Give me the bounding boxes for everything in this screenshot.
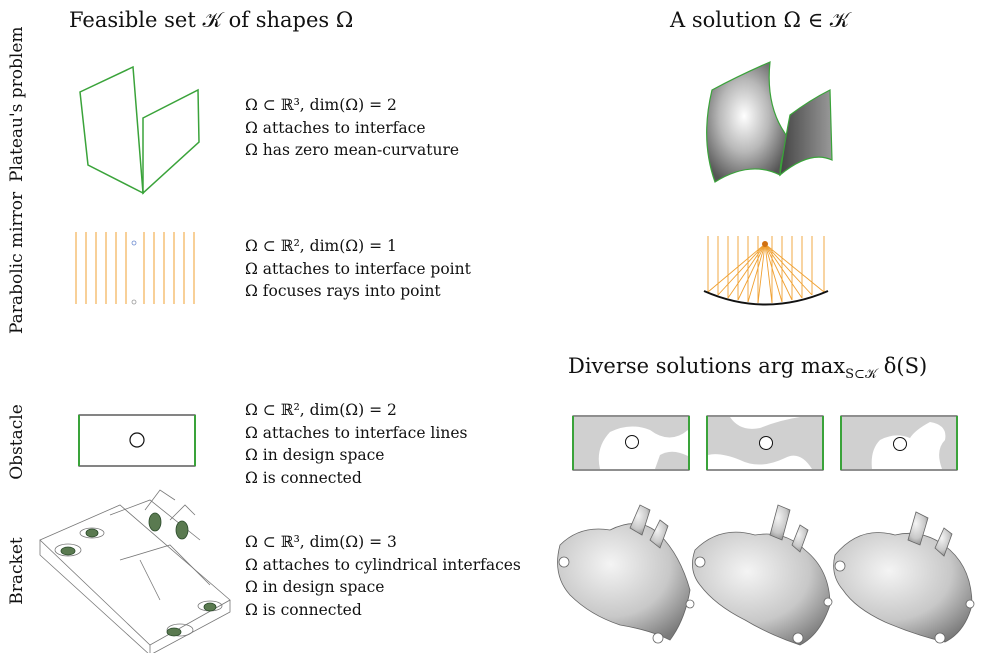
obstacle-solution-3: [840, 415, 958, 471]
desc-line: Ω is connected: [245, 600, 362, 619]
mirror-description: Ω ⊂ ℝ², dim(Ω) = 1 Ω attaches to interfa…: [245, 235, 471, 303]
desc-line: Ω attaches to interface lines: [245, 423, 468, 442]
bracket-description: Ω ⊂ ℝ³, dim(Ω) = 3 Ω attaches to cylindr…: [245, 531, 521, 621]
obstacle-solution-2: [706, 415, 824, 471]
plateau-description: Ω ⊂ ℝ³, dim(Ω) = 2 Ω attaches to interfa…: [245, 94, 459, 162]
desc-line: Ω ⊂ ℝ², dim(Ω) = 2: [245, 401, 397, 419]
desc-line: Ω ⊂ ℝ², dim(Ω) = 1: [245, 237, 397, 255]
diverse-subscript: S⊂𝒦: [845, 367, 878, 383]
desc-line: Ω attaches to cylindrical interfaces: [245, 555, 521, 574]
desc-line: Ω in design space: [245, 446, 385, 464]
diverse-solutions-header: Diverse solutions arg maxS⊂𝒦 δ(S): [568, 354, 927, 382]
desc-line: Ω is connected: [245, 468, 362, 487]
desc-line: Ω ⊂ ℝ³, dim(Ω) = 2: [245, 96, 397, 114]
solution-header: A solution Ω ∈ 𝒦: [670, 8, 850, 32]
obstacle-description: Ω ⊂ ℝ², dim(Ω) = 2 Ω attaches to interfa…: [245, 399, 467, 489]
desc-line: Ω attaches to interface point: [245, 259, 471, 278]
desc-line: Ω attaches to interface: [245, 118, 426, 137]
bracket-solution-2: [692, 504, 833, 646]
desc-line: Ω focuses rays into point: [245, 282, 441, 300]
desc-line: Ω has zero mean-curvature: [245, 141, 460, 159]
diverse-tail: δ(S): [883, 354, 928, 378]
diverse-text: Diverse solutions arg max: [568, 354, 846, 378]
feasible-set-header: Feasible set 𝒦 of shapes Ω: [69, 8, 354, 32]
desc-line: Ω ⊂ ℝ³, dim(Ω) = 3: [245, 533, 397, 551]
bracket-solution-1: [557, 504, 695, 644]
obstacle-solution-1: [572, 415, 690, 471]
bracket-solution-3: [833, 511, 975, 644]
desc-line: Ω in design space: [245, 578, 385, 596]
